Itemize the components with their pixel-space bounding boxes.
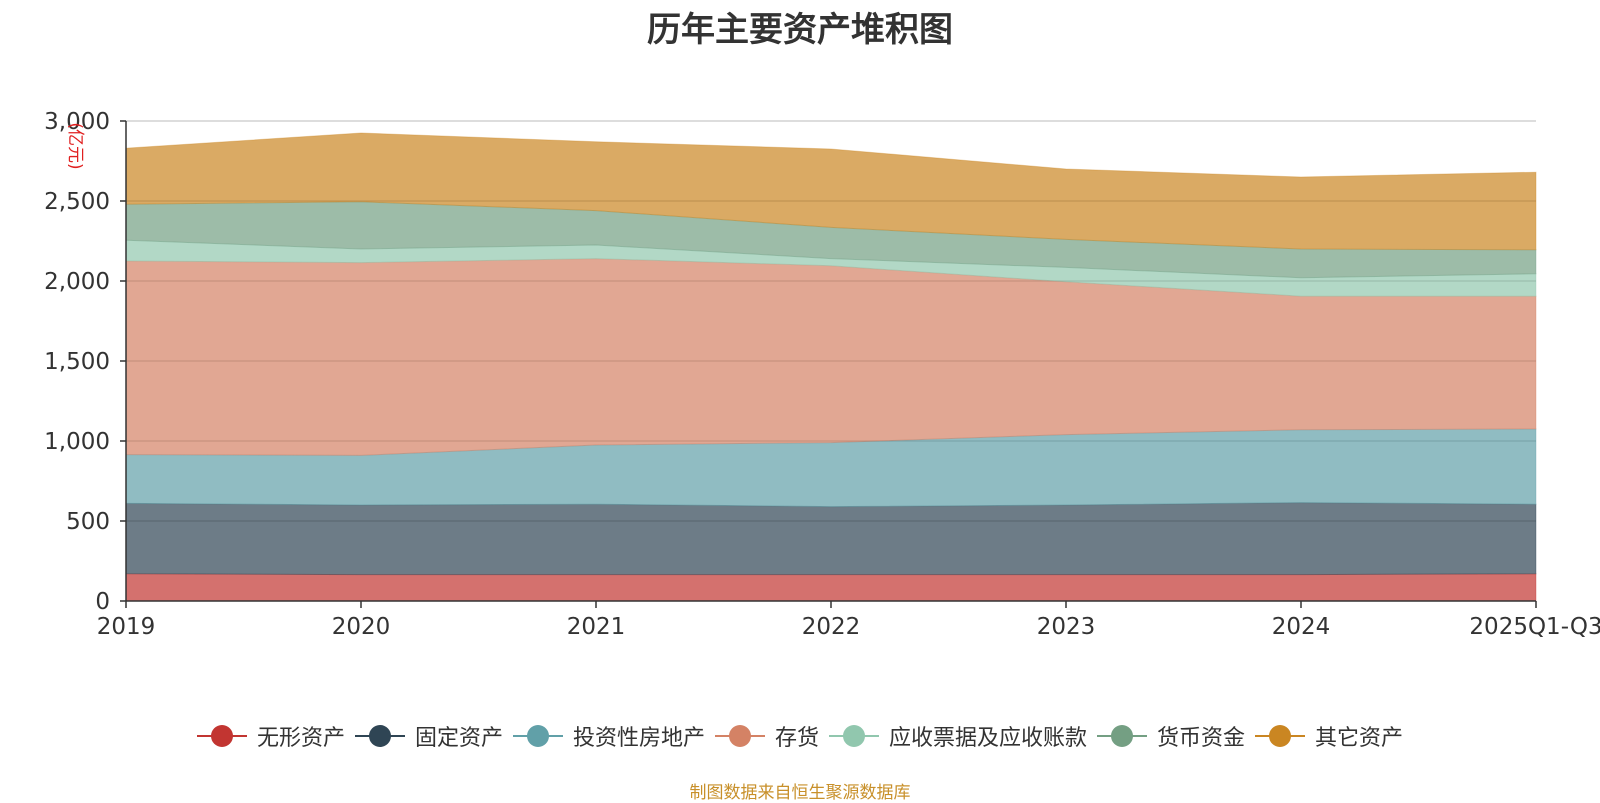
y-tick-label: 1,000 (44, 429, 110, 455)
area-series-2 (125, 502, 1537, 576)
legend-label: 投资性房地产 (572, 726, 705, 751)
y-tick-label: 500 (66, 509, 110, 535)
legend-marker-icon (354, 723, 405, 749)
legend-marker-icon (1097, 723, 1148, 749)
legend-label: 无形资产 (256, 726, 345, 751)
legend-label: 应收票据及应收账款 (889, 726, 1088, 751)
legend-label: 其它资产 (1315, 726, 1404, 751)
y-tick-label: 2,500 (44, 189, 110, 215)
area-series-4 (125, 258, 1537, 456)
y-tick-label: 1,500 (44, 349, 110, 375)
legend-item-3[interactable]: 投资性房地产 (512, 720, 705, 752)
x-tick-label: 2020 (332, 614, 391, 640)
y-axis-unit-label: (亿元) (65, 122, 85, 169)
x-tick-label: 2024 (1272, 614, 1331, 640)
legend-item-5[interactable]: 应收票据及应收账款 (829, 720, 1087, 752)
source-note: 制图数据来自恒生聚源数据库 (689, 783, 911, 803)
x-tick-label: 2019 (97, 614, 156, 640)
legend-item-4[interactable]: 存货 (714, 720, 819, 752)
chart-title: 历年主要资产堆积图 (647, 10, 953, 50)
y-tick-label: 3,000 (44, 109, 110, 135)
y-tick-label: 0 (95, 589, 110, 615)
legend-marker-icon (714, 723, 765, 749)
legend-marker-icon (512, 723, 563, 749)
legend-marker-icon (1255, 723, 1306, 749)
area-series-3 (125, 428, 1537, 508)
y-tick-label: 2,000 (44, 269, 110, 295)
area-series-1 (125, 573, 1537, 602)
legend-label: 存货 (774, 726, 819, 751)
legend-label: 固定资产 (414, 726, 503, 751)
axes: 0 500 1,000 1,500 2,000 2,500 3,000 2019 2020 202… (44, 109, 1600, 640)
legend-item-2[interactable]: 固定资产 (354, 720, 503, 752)
area-series-7 (125, 132, 1537, 251)
legend-item-6[interactable]: 货币资金 (1097, 720, 1245, 752)
legend-item-1[interactable]: 无形资产 (196, 720, 345, 752)
x-tick-label: 2023 (1037, 614, 1096, 640)
x-tick-label: 2022 (802, 614, 861, 640)
legend-label: 货币资金 (1157, 726, 1246, 751)
x-tick-label: 2021 (567, 614, 626, 640)
legend-marker-icon (829, 723, 879, 749)
legend: 无形资产 固定资产 投资性房地产 存货 应收票据及应收账款 货币资金 其它资产 (0, 718, 1600, 754)
legend-item-7[interactable]: 其它资产 (1255, 720, 1403, 752)
legend-marker-icon (196, 723, 247, 749)
stacked-areas (125, 132, 1537, 602)
x-tick-label: 2025Q1-Q3 (1469, 614, 1600, 640)
area-series-5 (125, 239, 1537, 297)
